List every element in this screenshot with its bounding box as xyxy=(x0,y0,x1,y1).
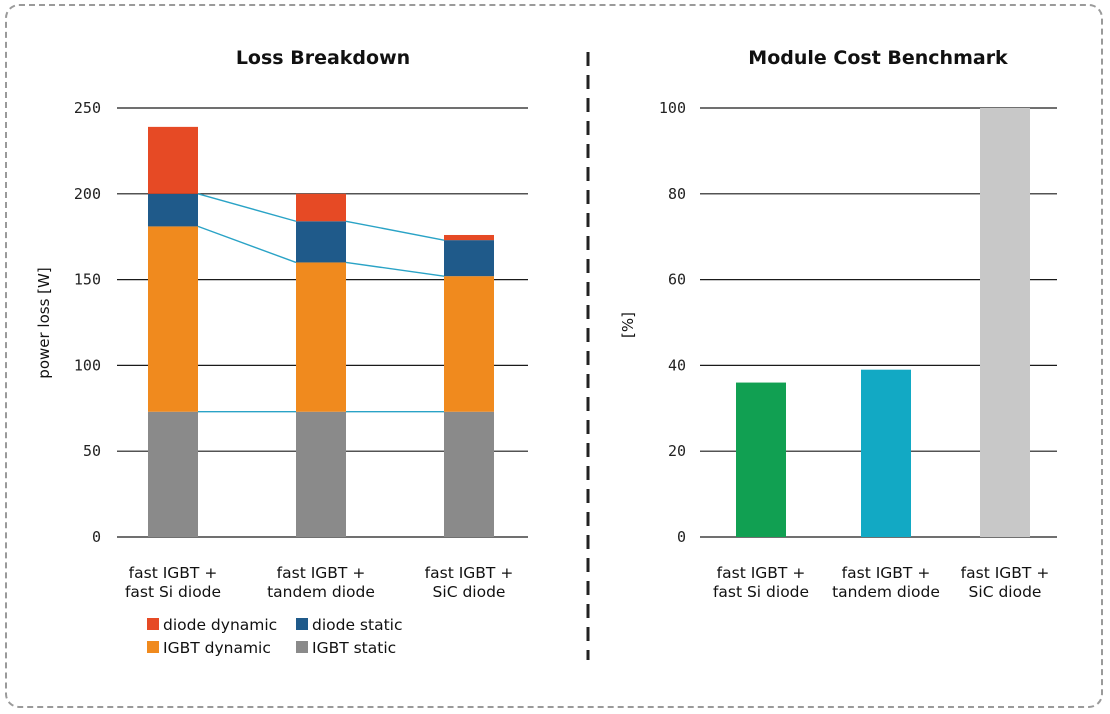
y-tick-label: 250 xyxy=(74,99,101,117)
category-label-line: SiC diode xyxy=(969,583,1042,601)
category-label-line: fast IGBT + xyxy=(425,564,514,582)
loss-legend: diode dynamic diode static IGBT dynamic IGB… xyxy=(147,616,403,657)
bar-diode-static xyxy=(296,221,346,263)
legend-swatch xyxy=(147,641,159,653)
y-tick-label: 150 xyxy=(74,271,101,289)
y-tick-label: 0 xyxy=(92,528,101,546)
category-label-line: fast Si diode xyxy=(713,583,809,601)
legend-label: diode dynamic xyxy=(163,616,277,634)
category-label-line: fast IGBT + xyxy=(842,564,931,582)
connector-line xyxy=(197,225,297,264)
bar-igbt-static xyxy=(444,411,494,537)
category-label-line: fast IGBT + xyxy=(277,564,366,582)
category-label-line: tandem diode xyxy=(267,583,375,601)
bar-igbt-dynamic xyxy=(444,276,494,412)
legend-label: IGBT static xyxy=(312,639,396,657)
legend-swatch xyxy=(296,641,308,653)
bar-igbt-static xyxy=(296,411,346,537)
legend-label: diode static xyxy=(312,616,403,634)
dashed-frame xyxy=(5,4,1103,708)
category-label-line: SiC diode xyxy=(433,583,506,601)
connector-line xyxy=(345,220,445,241)
loss-chart-title: Loss Breakdown xyxy=(236,47,410,69)
cost-bar xyxy=(736,382,786,537)
y-tick-label: 100 xyxy=(659,99,686,117)
legend-label: IGBT dynamic xyxy=(163,639,271,657)
category-label: fast IGBT + tandem diode xyxy=(267,564,375,601)
cost-y-tick-labels: 0 20 40 60 80 100 xyxy=(659,99,686,546)
category-label: fast IGBT + SiC diode xyxy=(961,564,1050,601)
connector-line xyxy=(197,193,297,222)
category-label-line: fast Si diode xyxy=(125,583,221,601)
bar-diode-static xyxy=(444,240,494,277)
y-tick-label: 0 xyxy=(677,528,686,546)
loss-y-axis-label: power loss [W] xyxy=(35,267,53,378)
category-label: fast IGBT + fast Si diode xyxy=(125,564,221,601)
y-tick-label: 80 xyxy=(668,185,686,203)
category-label: fast IGBT + SiC diode xyxy=(425,564,514,601)
category-label-line: fast IGBT + xyxy=(961,564,1050,582)
bar-diode-dynamic xyxy=(296,193,346,222)
category-label-line: tandem diode xyxy=(832,583,940,601)
bar-diode-dynamic xyxy=(444,234,494,241)
cost-bars xyxy=(736,108,1030,537)
cost-bar xyxy=(861,369,911,537)
category-label: fast IGBT + fast Si diode xyxy=(713,564,809,601)
cost-y-axis-label: [%] xyxy=(619,312,637,338)
legend-swatch xyxy=(147,618,159,630)
cost-chart-title: Module Cost Benchmark xyxy=(748,47,1008,69)
cost-bar xyxy=(980,108,1030,537)
connector-line xyxy=(345,261,445,277)
y-tick-label: 50 xyxy=(83,442,101,460)
bar-igbt-dynamic xyxy=(148,226,198,412)
y-tick-label: 60 xyxy=(668,271,686,289)
category-label-line: fast IGBT + xyxy=(717,564,806,582)
y-tick-label: 200 xyxy=(74,185,101,203)
category-label: fast IGBT + tandem diode xyxy=(832,564,940,601)
legend-swatch xyxy=(296,618,308,630)
loss-connector-lines xyxy=(197,193,445,413)
y-tick-label: 20 xyxy=(668,442,686,460)
category-label-line: fast IGBT + xyxy=(129,564,218,582)
loss-bars xyxy=(148,126,494,537)
bar-igbt-static xyxy=(148,411,198,537)
bar-diode-static xyxy=(148,193,198,227)
y-tick-label: 40 xyxy=(668,356,686,374)
y-tick-label: 100 xyxy=(74,356,101,374)
loss-y-tick-labels: 0 50 100 150 200 250 xyxy=(74,99,101,546)
bar-igbt-dynamic xyxy=(296,262,346,412)
bar-diode-dynamic xyxy=(148,126,198,194)
